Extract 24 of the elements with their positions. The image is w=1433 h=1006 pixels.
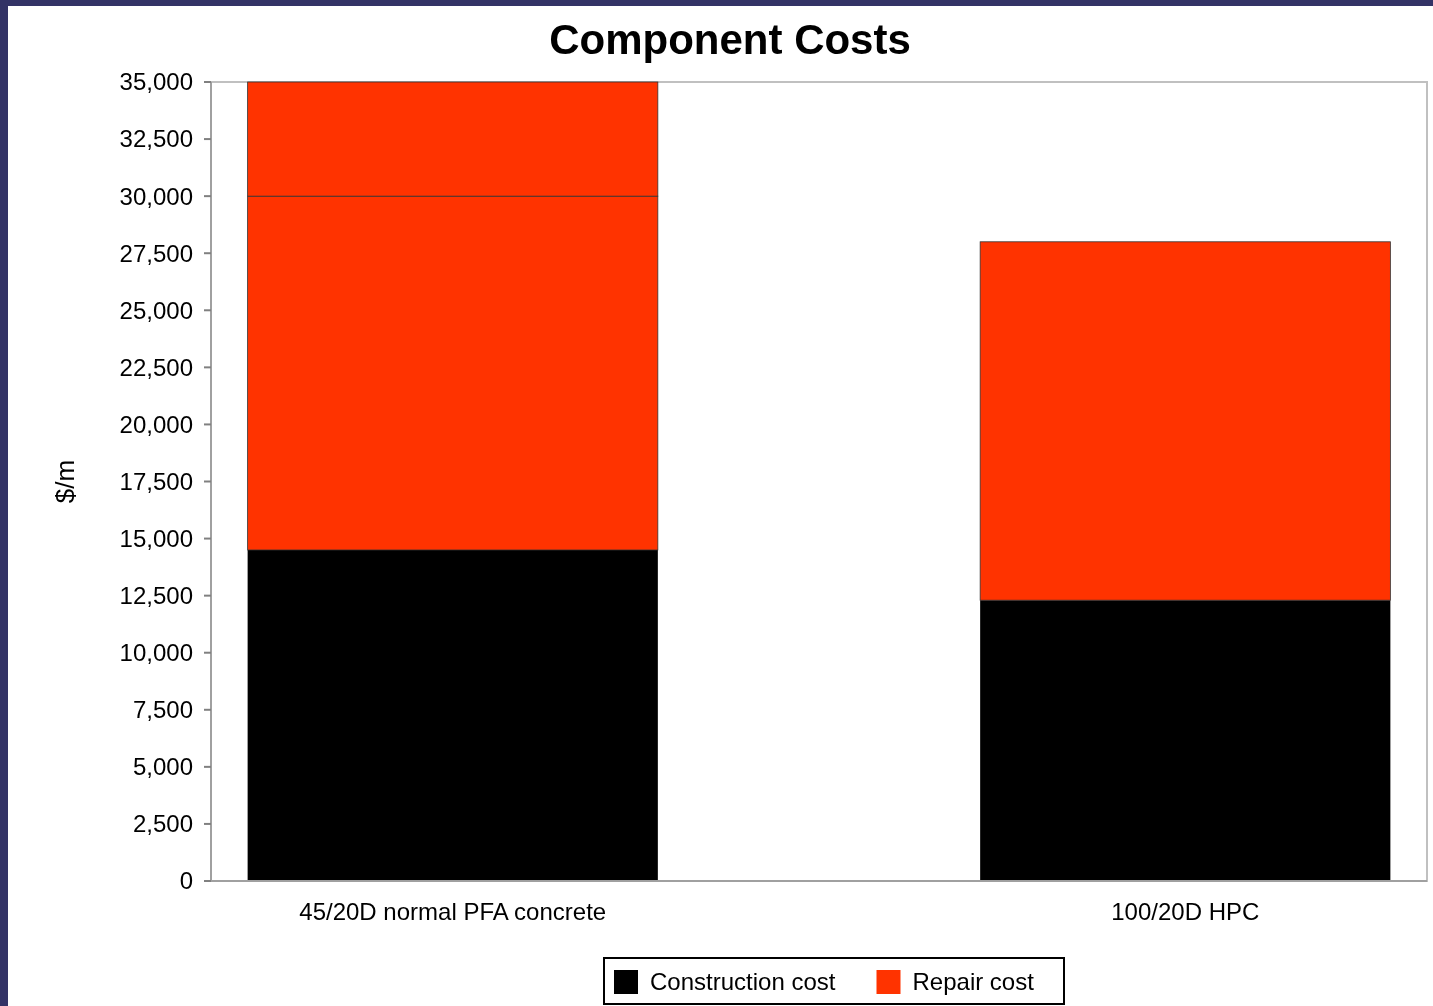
bar xyxy=(980,600,1391,881)
y-tick-label: 10,000 xyxy=(119,639,193,667)
y-tick-label: 32,500 xyxy=(119,125,193,153)
y-tick-label: 2,500 xyxy=(132,810,193,838)
legend-label: Repair cost xyxy=(912,968,1035,996)
y-tick-label: 0 xyxy=(179,867,193,895)
y-tick-label: 20,000 xyxy=(119,410,193,438)
y-tick-label: 22,500 xyxy=(119,353,193,381)
legend-label: Construction cost xyxy=(650,968,836,996)
chart-title: Component Costs xyxy=(549,16,911,63)
y-tick-label: 27,500 xyxy=(119,239,193,267)
y-tick-label: 35,000 xyxy=(119,68,193,96)
bar xyxy=(247,549,658,881)
x-tick-label: 100/20D HPC xyxy=(1111,898,1260,925)
y-tick-label: 5,000 xyxy=(132,753,193,781)
y-tick-label: 17,500 xyxy=(119,467,193,495)
bar xyxy=(979,241,1391,601)
x-tick-label: 45/20D normal PFA concrete xyxy=(299,898,607,925)
y-tick-label: 7,500 xyxy=(132,696,193,724)
y-axis-title: $/m xyxy=(50,459,80,504)
y-tick-label: 12,500 xyxy=(119,582,193,610)
y-tick-label: 30,000 xyxy=(119,182,193,210)
y-tick-label: 15,000 xyxy=(119,524,193,552)
y-tick-label: 25,000 xyxy=(119,296,193,324)
